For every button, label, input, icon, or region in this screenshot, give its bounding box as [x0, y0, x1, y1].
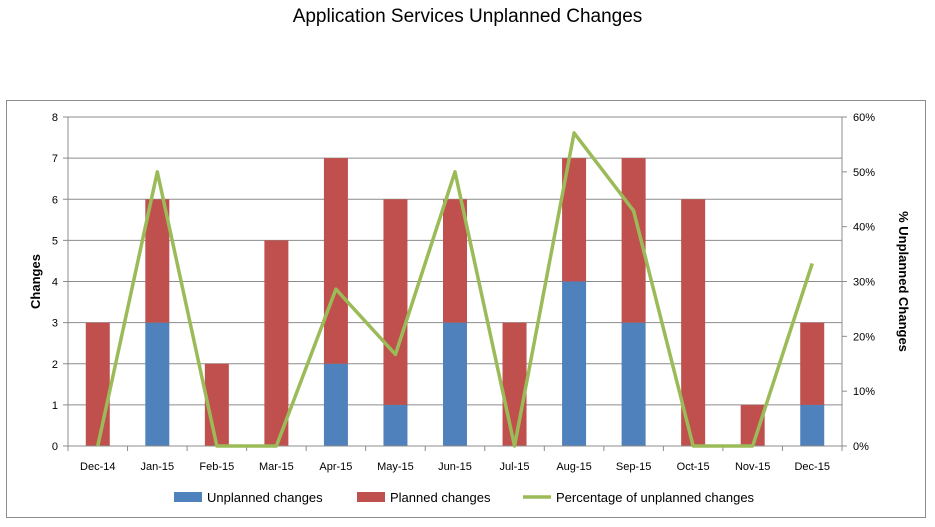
x-tick-label: Jun-15 — [438, 461, 472, 473]
y-right-tick-label: 40% — [853, 222, 875, 234]
x-tick-label: Jul-15 — [500, 461, 530, 473]
bar-unplanned-changes — [443, 322, 467, 446]
y-right-tick-label: 10% — [853, 386, 875, 398]
bar-planned-changes — [502, 322, 527, 446]
bar-planned-changes — [85, 322, 110, 446]
legend-swatch-unplanned-changes — [174, 492, 202, 502]
bar-planned-changes — [681, 199, 706, 446]
y-tick-label: 5 — [52, 235, 58, 247]
y-tick-label: 1 — [52, 400, 58, 412]
bar-unplanned-changes — [562, 281, 587, 446]
x-tick-label: May-15 — [377, 461, 414, 473]
tick-labels: Dec-14 Jan-15 Feb-15 Mar-15 Apr-15 May-15 Jun-… — [28, 112, 911, 473]
bar-planned-changes — [800, 322, 825, 405]
x-tick-label: Aug-15 — [556, 461, 591, 473]
y-tick-label: 0 — [52, 441, 58, 453]
y-axis-title: Changes — [28, 254, 43, 309]
bar-unplanned-changes — [145, 322, 170, 446]
x-tick-label: Mar-15 — [259, 461, 294, 473]
y-tick-label: 3 — [52, 318, 58, 330]
bar-planned-changes — [323, 158, 348, 364]
bar-planned-changes — [383, 199, 408, 405]
y-axis-right-title: % Unplanned Changes — [896, 211, 911, 352]
legend-label: Unplanned changes — [207, 490, 323, 505]
legend-swatch-planned-changes — [357, 492, 385, 502]
chart-title: Application Services Unplanned Changes — [292, 6, 643, 27]
x-tick-label: Jan-15 — [140, 461, 174, 473]
bar-planned-changes — [443, 199, 467, 323]
bar-unplanned-changes — [800, 404, 825, 446]
x-tick-label: Dec-15 — [794, 461, 829, 473]
x-tick-label: Oct-15 — [677, 461, 710, 473]
bar-unplanned-changes — [323, 363, 348, 446]
line-percentage-of-unplanned-changes — [96, 131, 814, 448]
bar-unplanned-changes — [621, 322, 646, 446]
y-tick-label: 4 — [52, 277, 58, 289]
x-tick-label: Apr-15 — [319, 461, 352, 473]
legend: Unplanned changes Planned changes Percenta… — [174, 490, 755, 505]
bar-planned-changes — [264, 240, 289, 446]
line-layer — [96, 131, 814, 448]
bar-planned-changes — [145, 199, 170, 323]
y-tick-label: 6 — [52, 194, 58, 206]
y-right-tick-label: 30% — [853, 277, 875, 289]
y-tick-label: 7 — [52, 153, 58, 165]
chart-frame — [6, 100, 926, 518]
bar-layer — [85, 158, 825, 446]
y-right-tick-label: 20% — [853, 331, 875, 343]
y-right-tick-label: 60% — [853, 112, 875, 124]
x-tick-label: Sep-15 — [616, 461, 651, 473]
y-tick-label: 2 — [52, 359, 58, 371]
legend-label: Percentage of unplanned changes — [556, 490, 755, 505]
legend-label: Planned changes — [390, 490, 491, 505]
y-tick-label: 8 — [52, 112, 58, 124]
x-tick-label: Dec-14 — [80, 461, 115, 473]
y-right-tick-label: 50% — [853, 167, 875, 179]
y-right-tick-label: 0% — [853, 441, 869, 453]
x-tick-label: Nov-15 — [735, 461, 770, 473]
bar-unplanned-changes — [383, 404, 408, 446]
x-tick-label: Feb-15 — [199, 461, 234, 473]
